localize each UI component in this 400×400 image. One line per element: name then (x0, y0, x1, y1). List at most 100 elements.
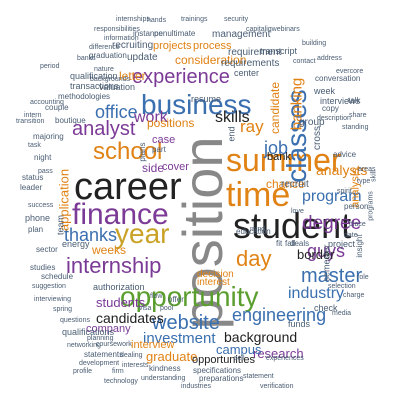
word: border (297, 247, 335, 262)
word: date (344, 232, 358, 239)
word: capitaliqwebinars (246, 26, 300, 33)
word: education (236, 227, 271, 236)
word: love (291, 208, 304, 215)
word: work (134, 109, 168, 126)
word: engineering (232, 305, 327, 325)
word: experience (132, 66, 230, 88)
word: thanks (64, 225, 118, 245)
word: transition (16, 118, 45, 125)
word: school (93, 138, 163, 165)
word: intern (24, 112, 42, 119)
word: charge (343, 292, 365, 299)
word: interview (131, 339, 175, 351)
word: interviews (320, 96, 361, 106)
word: boutique (55, 116, 86, 125)
word: specifications (193, 366, 242, 375)
word: recruiting (112, 40, 154, 51)
word: weeks (92, 243, 127, 257)
word: projects (153, 40, 192, 52)
word: requirement (228, 47, 282, 58)
word: accounting (30, 99, 64, 106)
word: nature (94, 66, 114, 73)
word: investment (143, 330, 216, 347)
word: energy (62, 239, 90, 249)
word: building (302, 40, 327, 47)
word: industry (288, 285, 345, 302)
word: majoring (33, 132, 64, 141)
word: schedule (41, 272, 74, 281)
word: flow (150, 293, 163, 300)
word: year (115, 218, 170, 249)
word: check (314, 303, 338, 313)
word: instance (133, 29, 163, 38)
word: advice (333, 150, 357, 159)
word: studies (30, 263, 56, 272)
word: couple (45, 103, 69, 112)
word: funds (288, 319, 311, 329)
word: cover (162, 161, 189, 173)
word: talk (348, 96, 361, 105)
word: resume (191, 94, 222, 104)
word: bank (267, 151, 291, 163)
word: mind (250, 226, 266, 233)
word: penultimate (154, 29, 196, 38)
word: master (301, 265, 363, 287)
word: security (224, 16, 249, 23)
word: pool (160, 305, 174, 312)
word: letter (119, 69, 146, 83)
word: transactions (70, 81, 119, 91)
word: statement (243, 373, 274, 380)
word: background (224, 329, 298, 345)
word: dealing (120, 352, 143, 359)
word: contact (293, 58, 316, 65)
word: campus (216, 342, 262, 357)
word: leader (20, 183, 43, 192)
word: analyst (72, 118, 136, 140)
word: case (152, 134, 176, 146)
word: period (40, 63, 60, 70)
word: profile (73, 368, 93, 375)
word: positions (147, 116, 195, 130)
word: conversation (315, 74, 361, 83)
word: standing (342, 124, 369, 131)
word: experiences (266, 355, 304, 362)
word: side (142, 161, 165, 175)
word: summer (226, 142, 342, 178)
word: cross (312, 126, 323, 150)
word: role (357, 274, 369, 281)
word: project (328, 239, 356, 249)
word: degree (302, 213, 362, 234)
word: banks (77, 55, 96, 62)
word: media (332, 310, 352, 317)
word: status (22, 173, 44, 182)
word: day (236, 246, 272, 271)
word: industries (181, 383, 211, 390)
word: ray (240, 117, 264, 136)
word: share (349, 112, 367, 119)
word: description (317, 115, 351, 122)
word: planning (87, 335, 114, 342)
word: internships (116, 16, 150, 23)
word: selection (328, 283, 356, 290)
word: development (79, 360, 120, 367)
word: skill (370, 170, 378, 182)
word: trainings (181, 16, 208, 23)
word: skills (215, 109, 250, 126)
word: offer (168, 295, 184, 304)
word: recruit (281, 179, 309, 190)
word: methodologies (58, 92, 111, 101)
word: end (226, 126, 237, 142)
word: areas (358, 166, 376, 173)
word: update (127, 52, 158, 63)
word: interviewing (34, 296, 71, 303)
word: networking (67, 342, 101, 349)
word: questions (60, 317, 90, 324)
word: hands (147, 17, 167, 24)
word: person (344, 202, 369, 211)
word: chance (266, 177, 305, 191)
word: group (299, 117, 325, 128)
word: kindness (149, 364, 181, 373)
word: career (74, 166, 182, 208)
word: information (104, 35, 139, 42)
word: plan (28, 225, 44, 234)
